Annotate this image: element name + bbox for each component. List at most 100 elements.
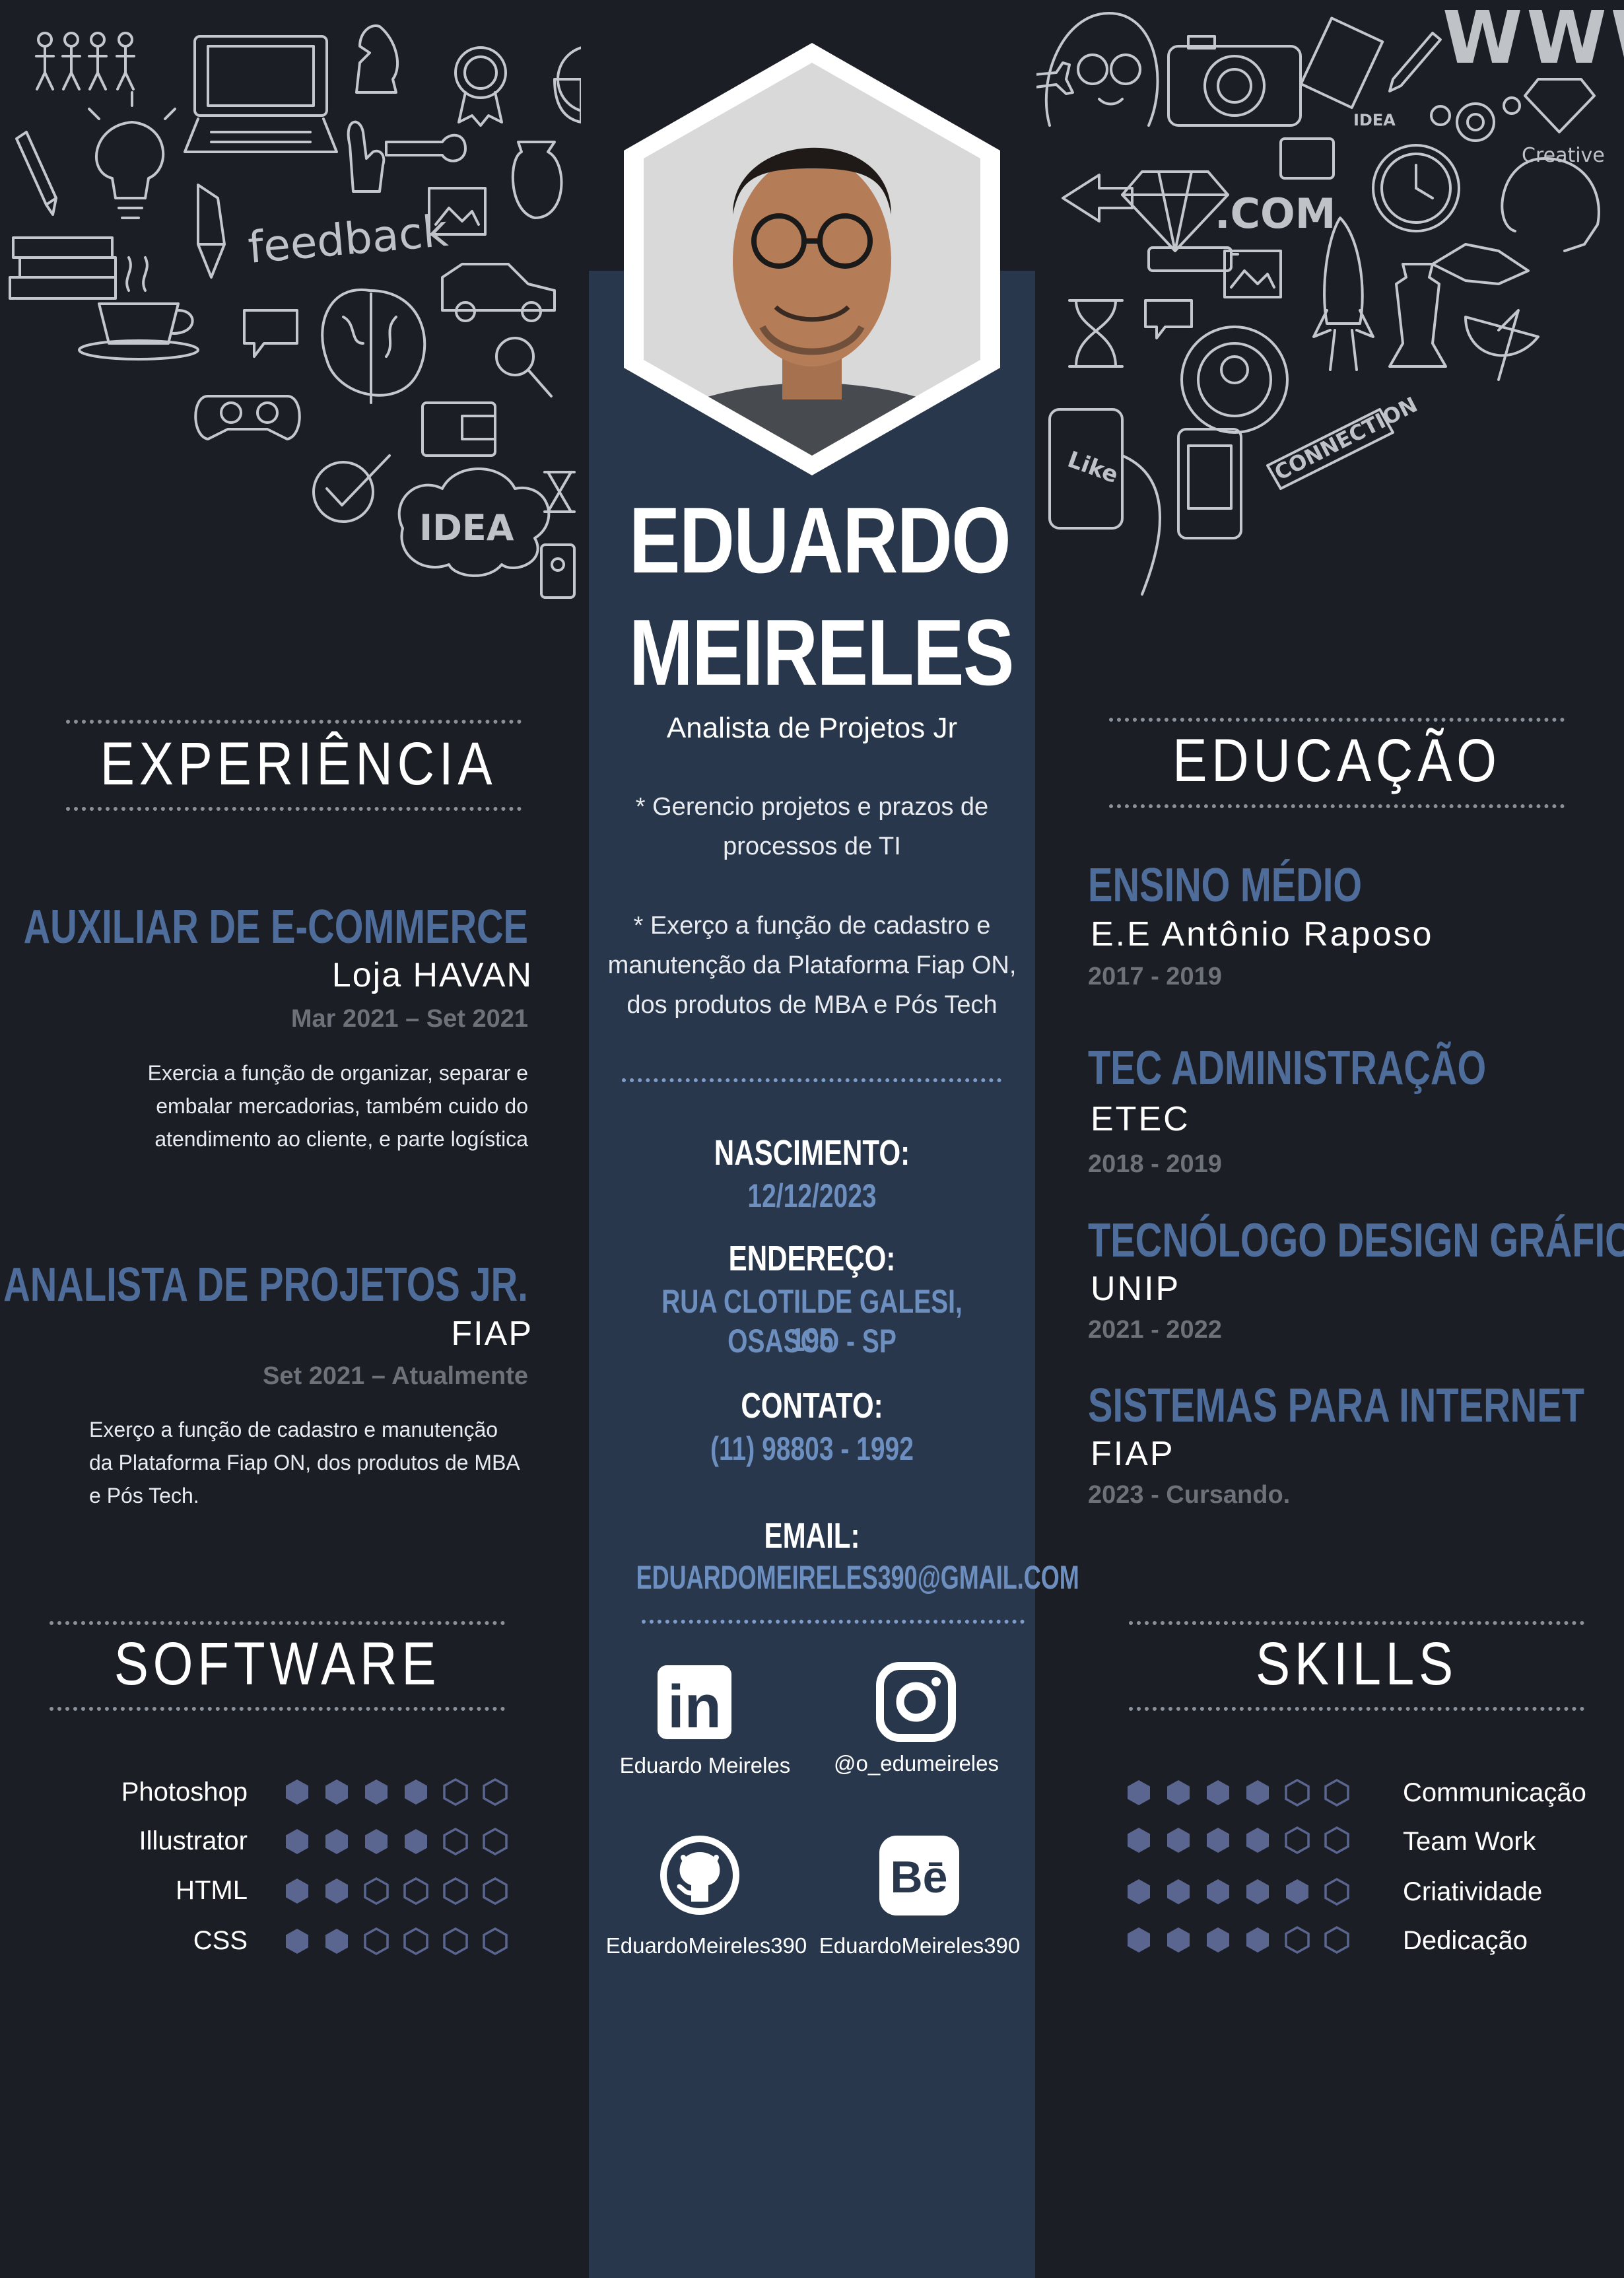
rating-hex-empty xyxy=(1285,1778,1310,1807)
magnifier-icon xyxy=(495,337,553,397)
experience-company: FIAP xyxy=(451,1315,533,1353)
summary-bullet-2: * Exerço a função de cadastro e manutenç… xyxy=(597,906,1027,1025)
image-icon xyxy=(1223,250,1282,298)
skill-rating xyxy=(1126,1826,1350,1855)
skill-name: Dedicação xyxy=(1403,1926,1528,1955)
rating-hex-empty xyxy=(443,1877,468,1906)
experience-period: Set 2021 – Atualmente xyxy=(263,1362,528,1390)
rating-hex-empty xyxy=(443,1827,468,1856)
car-icon xyxy=(441,263,556,322)
rating-hex-empty xyxy=(1324,1925,1349,1954)
creative-doodle-text: Creative xyxy=(1522,144,1605,167)
satellite-dish-icon xyxy=(1464,309,1539,381)
wrench-icon xyxy=(385,133,467,162)
education-school: UNIP xyxy=(1091,1270,1181,1308)
divider xyxy=(1109,718,1565,722)
rating-hex-filled xyxy=(405,1779,427,1805)
education-years: 2017 - 2019 xyxy=(1088,963,1222,990)
experience-description: Exercia a função de organizar, separar e… xyxy=(106,1056,528,1156)
wallet-icon xyxy=(421,401,496,457)
rating-hex-filled xyxy=(286,1879,308,1904)
chat-bubble-icon xyxy=(1144,299,1193,339)
education-course: TECNÓLOGO DESIGN GRÁFICO xyxy=(1088,1214,1624,1267)
like-doodle-text: Like xyxy=(1064,446,1122,489)
chess-king-icon xyxy=(1388,263,1447,368)
pencil-icon xyxy=(15,131,57,216)
skill-name: Team Work xyxy=(1403,1827,1536,1856)
battery-icon xyxy=(1147,246,1239,272)
rating-hex-filled xyxy=(325,1879,348,1904)
pie-chart-icon xyxy=(553,46,581,123)
divider xyxy=(622,1078,1001,1082)
rating-hex-filled xyxy=(405,1829,427,1854)
email-label: EMAIL: xyxy=(764,1516,860,1556)
diamond-small-icon xyxy=(1524,78,1596,133)
last-name: MEIRELES xyxy=(628,600,1015,705)
experience-role: ANALISTA DE PROJETOS JR. xyxy=(3,1259,528,1311)
linkedin-username[interactable]: Eduardo Meireles xyxy=(619,1753,791,1778)
linkedin-icon: in xyxy=(658,1665,731,1741)
idea-cloud-icon xyxy=(397,467,551,577)
software-name: HTML xyxy=(176,1876,248,1905)
image-icon xyxy=(428,187,487,236)
rating-hex-filled xyxy=(1207,1879,1229,1904)
rating-hex-filled xyxy=(1128,1780,1150,1805)
rocket-icon xyxy=(1312,217,1374,371)
rating-hex-filled xyxy=(1128,1879,1150,1904)
diamond-icon xyxy=(1121,170,1229,252)
experience-description-line: embalar mercadorias, também cuido do xyxy=(156,1094,528,1118)
experience-description: Exerço a função de cadastro e manutenção… xyxy=(89,1413,529,1512)
education-years: 2018 - 2019 xyxy=(1088,1150,1222,1178)
contact-value[interactable]: (11) 98803 - 1992 xyxy=(710,1430,914,1467)
linkedin-link[interactable]: in xyxy=(655,1663,734,1742)
wallet-icon xyxy=(1279,137,1335,180)
summary-bullet-2-line-2: manutenção da Plataforma Fiap ON, xyxy=(607,951,1017,979)
skill-rating xyxy=(1126,1778,1350,1807)
rating-hex-empty xyxy=(403,1927,428,1956)
rating-hex-filled xyxy=(1207,1927,1229,1952)
divider xyxy=(66,807,522,811)
rating-hex-empty xyxy=(443,1927,468,1956)
com-doodle-text: .COM xyxy=(1215,190,1336,238)
airplane-icon xyxy=(1036,61,1074,95)
rating-hex-filled xyxy=(1246,1780,1269,1805)
svg-text:Bē: Bē xyxy=(891,1852,948,1902)
summary-bullet-1: * Gerencio projetos e prazos de processo… xyxy=(597,787,1027,866)
github-username[interactable]: EduardoMeireles390 xyxy=(605,1933,807,1958)
email-value[interactable]: EDUARDOMEIRELES390@GMAIL.COM xyxy=(636,1559,1079,1596)
phone-like-icon xyxy=(1048,408,1161,596)
education-years: 2023 - Cursando. xyxy=(1088,1481,1291,1509)
chess-knight-icon xyxy=(355,24,399,94)
experience-role: AUXILIAR DE E-COMMERCE xyxy=(23,901,528,953)
address-line-2: OSASCO - SP xyxy=(727,1323,897,1360)
education-school: ETEC xyxy=(1091,1100,1190,1138)
brain-icon xyxy=(321,288,426,404)
behance-icon: Bē xyxy=(879,1836,959,1916)
people-icon xyxy=(35,32,135,90)
books-icon xyxy=(9,236,117,300)
instagram-username[interactable]: @o_edumeireles xyxy=(834,1751,999,1776)
doodle-illustration-right: WWW .COM Creative CONNECTION Like IDEA xyxy=(1036,0,1624,596)
summary-bullet-2-line-1: * Exerço a função de cadastro e xyxy=(633,912,991,940)
rating-hex-filled xyxy=(1167,1780,1190,1805)
rating-hex-filled xyxy=(1167,1879,1190,1904)
software-rating xyxy=(284,1877,508,1906)
checklist-icon xyxy=(1299,17,1384,110)
instagram-link[interactable] xyxy=(875,1661,957,1743)
rating-hex-filled xyxy=(1246,1879,1269,1904)
pencil-icon xyxy=(1388,32,1442,92)
idea-small-doodle-text: IDEA xyxy=(1353,111,1396,129)
clock-icon xyxy=(1372,144,1460,232)
software-rating xyxy=(284,1827,508,1856)
github-link[interactable] xyxy=(657,1832,743,1918)
rating-hex-filled xyxy=(1246,1828,1269,1853)
skill-rating xyxy=(1126,1925,1350,1954)
skills-title: SKILLS xyxy=(1256,1630,1458,1698)
divider xyxy=(50,1621,505,1625)
divider xyxy=(66,720,522,724)
behance-link[interactable]: Bē xyxy=(878,1834,961,1917)
behance-username[interactable]: EduardoMeireles390 xyxy=(819,1933,1021,1958)
hourglass-icon xyxy=(1068,299,1124,368)
rating-hex-empty xyxy=(364,1927,389,1956)
doodle-illustration-left: feedback IDEA xyxy=(9,24,581,599)
